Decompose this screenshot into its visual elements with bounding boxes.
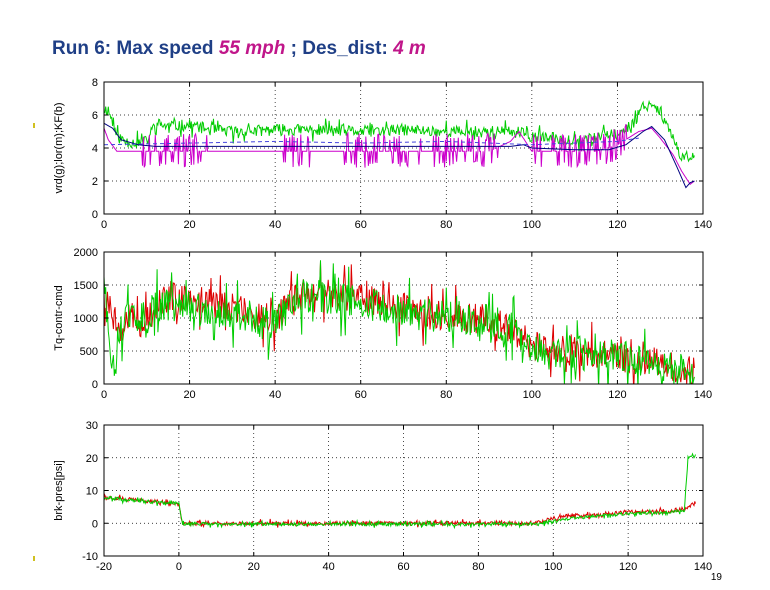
chart-2-series [104, 260, 695, 384]
x-tick-label: 120 [608, 389, 626, 401]
y-tick-label: 4 [92, 143, 98, 155]
y-tick-label: 8 [92, 77, 98, 89]
x-tick-label: 80 [440, 389, 452, 401]
series-line-4 [104, 137, 639, 146]
x-tick-label: 60 [355, 219, 367, 231]
page-number: 19 [710, 572, 722, 583]
chart-3-grid [104, 425, 703, 556]
y-tick-label: 0 [92, 379, 98, 391]
y-tick-label: 2000 [74, 247, 98, 259]
y-tick-label: 0 [92, 518, 98, 530]
series-line-1 [104, 261, 695, 384]
x-tick-label: 140 [694, 561, 712, 573]
x-tick-label: 40 [269, 389, 281, 401]
chart-1: 0 20 40 60 80 100 120 140 0 2 4 6 8 vrd(g);lor(m);KF(… [53, 77, 712, 231]
chart-3: -20 0 20 40 60 80 100 120 140 -10 0 10 20 30 brk-pres[… [53, 420, 712, 573]
x-tick-label: 80 [440, 219, 452, 231]
y-axis-label: brk-pres[psi] [53, 460, 65, 521]
x-tick-label: 140 [694, 219, 712, 231]
x-tick-label: 20 [183, 389, 195, 401]
chart-3-series [104, 452, 696, 530]
x-tick-label: -20 [96, 561, 112, 573]
x-tick-label: 0 [101, 219, 107, 231]
y-axis-label: vrd(g);lor(m);KF(b) [53, 102, 65, 193]
y-tick-label: 20 [86, 453, 98, 465]
y-tick-label: 1000 [74, 313, 98, 325]
x-tick-label: 140 [694, 389, 712, 401]
slide-title: Run 6: Max speed 55 mph ; Des_dist: 4 m [52, 38, 426, 60]
title-speed: 55 mph [218, 38, 286, 59]
x-tick-label: 20 [183, 219, 195, 231]
title-dist: 4 m [393, 38, 426, 59]
x-tick-label: 60 [355, 389, 367, 401]
y-tick-label: 2 [92, 176, 98, 188]
chart-2: 0 20 40 60 80 100 120 140 0 500 1000 1500 2000 Tq-con… [53, 247, 712, 401]
y-tick-label: 30 [86, 420, 98, 432]
y-tick-label: 10 [86, 486, 98, 498]
x-tick-label: 60 [397, 561, 409, 573]
x-tick-label: 120 [619, 561, 637, 573]
x-tick-label: 0 [101, 389, 107, 401]
series-line-2 [104, 452, 696, 530]
plot-frame [103, 424, 704, 557]
x-tick-label: 40 [269, 219, 281, 231]
x-tick-label: 80 [472, 561, 484, 573]
x-tick-label: 100 [523, 389, 541, 401]
title-part1: Run 6: Max speed [52, 38, 219, 59]
x-tick-label: 100 [523, 219, 541, 231]
y-tick-label: 0 [92, 209, 98, 221]
x-tick-label: 40 [323, 561, 335, 573]
series-line-2 [104, 260, 695, 384]
slide-bullet-bottom [33, 556, 35, 561]
title-part2: ; Des_dist: [285, 38, 394, 59]
y-tick-label: 6 [92, 110, 98, 122]
y-axis-label: Tq-contr-cmd [53, 285, 65, 350]
y-tick-label: 1500 [74, 280, 98, 292]
series-line-2 [104, 123, 695, 186]
y-tick-label: 500 [80, 346, 98, 358]
x-tick-label: 0 [176, 561, 182, 573]
x-tick-label: 20 [248, 561, 260, 573]
x-tick-label: 100 [544, 561, 562, 573]
x-tick-label: 120 [608, 219, 626, 231]
chart-1-series [104, 99, 695, 189]
slide-bullet-top [33, 123, 35, 128]
series-line-3 [104, 122, 695, 189]
y-tick-label: -10 [82, 551, 98, 563]
